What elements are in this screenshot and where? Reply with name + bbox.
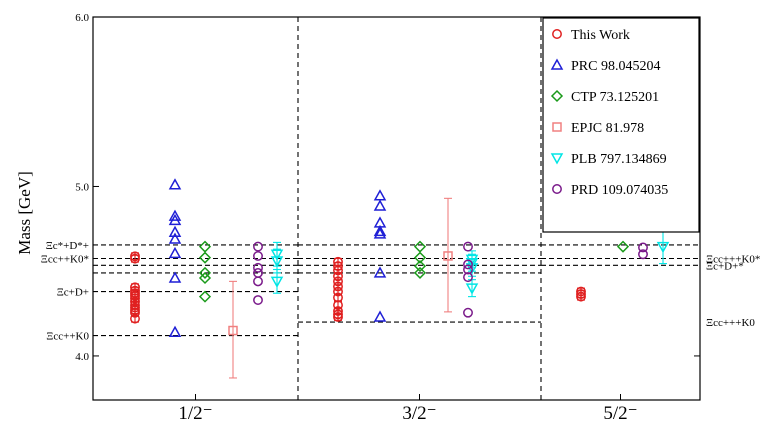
legend-entry-label: PRD 109.074035 — [571, 183, 668, 198]
marker-square — [443, 251, 453, 261]
marker-circle — [130, 313, 140, 324]
marker-diamond — [198, 251, 212, 264]
marker-circle — [463, 241, 473, 252]
marker-triangle-up — [373, 227, 387, 239]
axes-group: 4.0 5.0 6.0 1/2⁻ 3/2⁻ 5/2⁻ — [75, 12, 701, 424]
marker-diamond — [198, 266, 212, 279]
series-epjc-81-978 — [228, 197, 453, 379]
legend-entry-label: This Work — [571, 28, 630, 43]
threshold-label: Ξc+D+ — [57, 287, 89, 299]
marker-circle — [463, 272, 473, 283]
marker-diamond — [198, 240, 212, 253]
marker-circle — [552, 184, 562, 194]
marker-triangle-down — [550, 153, 564, 165]
series-ctp-73-125201 — [198, 240, 630, 303]
x-tick-label: 3/2⁻ — [402, 403, 436, 423]
threshold-lines: Ξc*+D*+Ξcc++K0* Ξc+D+ Ξcc++K0 Ξcc+++K0 Ξcc++… — [41, 240, 761, 343]
marker-square — [228, 325, 238, 336]
series-prd-109-074035 — [253, 241, 648, 318]
marker-diamond — [413, 251, 427, 264]
marker-circle — [333, 312, 343, 322]
data-points — [130, 178, 670, 379]
legend-entry-label: CTP 73.125201 — [571, 90, 659, 105]
marker-circle — [253, 241, 263, 252]
marker-circle — [253, 276, 263, 287]
marker-triangle-up — [168, 209, 182, 221]
threshold-label: Ξc*+D*+ — [46, 240, 89, 252]
marker-triangle-down — [465, 283, 479, 295]
marker-triangle-up — [168, 178, 182, 190]
x-tick-label: 5/2⁻ — [603, 403, 637, 423]
marker-circle — [253, 251, 263, 261]
threshold-label: Ξcc+++K0* — [706, 253, 760, 265]
y-tick-label: 5.0 — [75, 181, 89, 193]
marker-circle — [638, 242, 648, 253]
legend-box — [542, 17, 700, 233]
marker-triangle-up — [168, 232, 182, 244]
marker-triangle-up — [373, 266, 387, 278]
marker-circle — [463, 307, 473, 318]
marker-triangle-up — [168, 246, 182, 259]
marker-triangle-down — [270, 276, 284, 288]
marker-diamond — [413, 260, 427, 273]
marker-triangle-up — [550, 58, 564, 70]
marker-triangle-up — [168, 271, 182, 283]
legend-entry-label: PLB 797.134869 — [571, 152, 667, 167]
series-plb-797-134869 — [270, 229, 670, 298]
marker-diamond — [198, 290, 212, 303]
marker-circle — [463, 259, 473, 270]
marker-square — [552, 122, 562, 132]
marker-circle — [130, 253, 140, 264]
marker-triangle-up — [168, 213, 182, 226]
marker-triangle-up — [168, 325, 182, 337]
threshold-label: Ξcc++K0 — [46, 331, 89, 343]
threshold-label: Ξcc++K0* — [41, 253, 89, 265]
legend-entry-label: EPJC 81.978 — [571, 121, 644, 136]
marker-circle — [576, 291, 586, 302]
y-tick-label: 6.0 — [75, 12, 89, 24]
marker-circle — [463, 264, 473, 275]
marker-triangle-up — [373, 189, 387, 201]
marker-diamond — [198, 271, 212, 285]
threshold-label: Ξc+D+* — [706, 260, 744, 272]
marker-triangle-up — [373, 199, 387, 211]
marker-diamond — [413, 266, 427, 279]
marker-triangle-up — [168, 225, 182, 237]
legend: This Work PRC 98.045204 CTP 73.125201 EPJC … — [542, 17, 700, 233]
legend-entry-label: PRC 98.045204 — [571, 59, 660, 74]
series-this-work — [130, 251, 586, 324]
marker-triangle-up — [373, 310, 387, 322]
marker-triangle-down — [270, 256, 284, 268]
marker-diamond — [616, 240, 630, 253]
marker-diamond — [413, 240, 427, 253]
plot-frame — [92, 16, 701, 401]
marker-circle — [253, 262, 263, 273]
y-axis-label: Mass [GeV] — [15, 171, 34, 255]
marker-triangle-up — [373, 224, 387, 237]
marker-triangle-down — [656, 241, 670, 254]
marker-diamond — [550, 89, 564, 103]
marker-circle — [253, 295, 263, 305]
threshold-label: Ξcc+++K0 — [706, 317, 755, 329]
y-tick-label: 4.0 — [75, 351, 89, 363]
marker-circle — [638, 249, 648, 260]
marker-circle — [552, 29, 562, 39]
x-tick-label: 1/2⁻ — [178, 403, 212, 423]
series-prc-98-045204 — [168, 178, 610, 337]
